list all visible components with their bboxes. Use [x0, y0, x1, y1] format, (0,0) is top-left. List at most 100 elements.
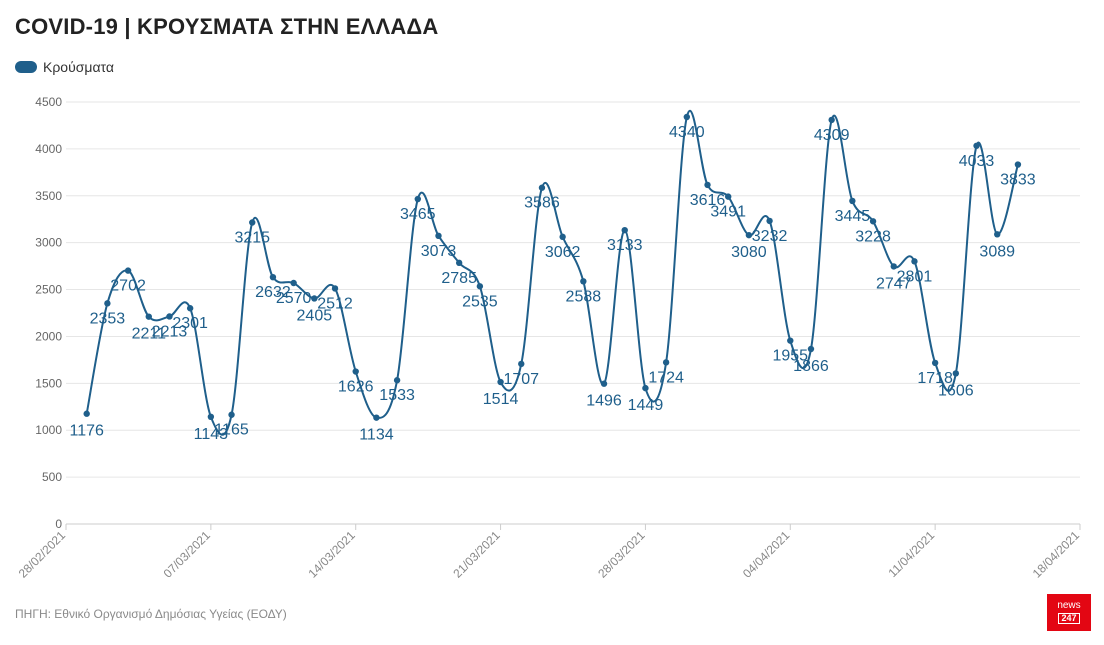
data-label: 2588: [566, 288, 602, 305]
data-point: [435, 232, 442, 240]
data-label: 3586: [524, 195, 560, 212]
data-point: [642, 384, 649, 392]
data-point: [994, 231, 1001, 238]
data-label: 2405: [297, 307, 333, 324]
data-point: [290, 279, 297, 287]
y-tick-label: 4500: [35, 95, 62, 109]
legend-swatch: [15, 61, 37, 73]
x-tick-label: 04/04/2021: [740, 528, 793, 581]
data-label: 4309: [814, 127, 850, 144]
data-label: 3073: [421, 243, 457, 260]
data-point: [352, 368, 359, 375]
data-label: 1449: [628, 397, 664, 414]
data-point: [580, 278, 587, 285]
data-label: 2747: [876, 275, 912, 292]
data-point: [331, 285, 339, 292]
data-point: [124, 267, 132, 274]
data-point: [186, 305, 194, 312]
data-label: 2213: [152, 323, 188, 340]
data-point: [787, 337, 794, 344]
data-point: [621, 226, 628, 234]
data-point: [1014, 161, 1022, 168]
data-point: [683, 113, 691, 121]
data-label: 3232: [752, 228, 788, 245]
data-point: [207, 413, 215, 421]
data-point: [166, 313, 173, 320]
news247-logo: news 247: [1047, 594, 1091, 631]
data-point: [228, 411, 235, 418]
data-label: 1143: [194, 426, 229, 443]
data-point: [766, 217, 773, 225]
y-tick-label: 2000: [35, 329, 62, 343]
x-tick-label: 07/03/2021: [161, 528, 214, 581]
data-label: 1626: [338, 379, 374, 396]
data-point: [807, 345, 815, 353]
data-point: [911, 258, 918, 265]
data-label: 2353: [90, 310, 126, 327]
x-tick-label: 28/03/2021: [595, 528, 648, 581]
data-label: 4033: [959, 153, 995, 170]
y-tick-label: 1500: [35, 376, 62, 390]
data-point: [849, 197, 856, 205]
data-label: 4340: [669, 124, 705, 141]
data-label: 2702: [110, 278, 146, 295]
data-label: 1533: [379, 387, 415, 404]
legend[interactable]: Κρούσματα: [15, 59, 114, 75]
y-tick-label: 3500: [35, 189, 62, 203]
series-line: [85, 109, 1019, 436]
data-point: [725, 193, 732, 200]
data-point: [414, 195, 421, 203]
data-point: [145, 313, 152, 320]
logo-text-news: news: [1057, 600, 1081, 611]
data-label: 3445: [835, 208, 871, 225]
source-note: ΠΗΓΗ: Εθνικό Οργανισμό Δημόσιας Υγείας (…: [15, 607, 287, 621]
data-point: [518, 360, 525, 368]
data-label: 1955: [772, 348, 808, 365]
y-tick-label: 2500: [35, 283, 62, 297]
data-label: 1514: [483, 391, 519, 408]
data-label: 2512: [317, 295, 353, 312]
data-label: 2301: [172, 315, 208, 332]
data-label: 2211: [132, 326, 167, 343]
data-label: 1724: [648, 369, 684, 386]
y-tick-label: 3000: [35, 236, 62, 250]
data-point: [476, 283, 484, 290]
data-label: 1606: [938, 382, 974, 399]
data-point: [83, 410, 90, 417]
legend-label: Κρούσματα: [43, 59, 114, 75]
data-label: 1718: [917, 370, 953, 387]
data-point: [559, 233, 566, 241]
data-point: [311, 295, 318, 302]
data-label: 3215: [234, 230, 270, 247]
data-point: [973, 142, 980, 149]
data-point: [373, 414, 380, 421]
data-label: 2785: [441, 270, 477, 287]
data-label: 3228: [855, 228, 891, 245]
data-label: 2632: [255, 284, 291, 301]
chart-title: COVID-19 | ΚΡΟΥΣΜΑΤΑ ΣΤΗΝ ΕΛΛΑΔΑ: [15, 14, 439, 39]
data-label: 1707: [503, 371, 539, 388]
x-tick-label: 11/04/2021: [886, 528, 938, 580]
data-label: 2570: [276, 290, 312, 307]
data-label: 3062: [545, 244, 581, 261]
x-tick-label: 14/03/2021: [305, 528, 358, 581]
data-label: 2801: [897, 268, 933, 285]
data-point: [393, 377, 401, 384]
data-label: 3616: [690, 192, 726, 209]
data-point: [249, 219, 256, 226]
data-label: 3089: [979, 243, 1015, 260]
y-tick-label: 0: [55, 517, 62, 531]
y-tick-label: 4000: [35, 142, 62, 156]
data-label: 3465: [400, 206, 436, 223]
y-tick-label: 500: [42, 470, 62, 484]
data-point: [931, 359, 939, 367]
data-point: [952, 370, 960, 377]
x-tick-label: 21/03/2021: [450, 528, 503, 581]
data-label: 1165: [214, 422, 249, 439]
y-tick-label: 1000: [35, 423, 62, 437]
data-point: [455, 259, 463, 267]
data-label: 3833: [1000, 172, 1036, 189]
data-point: [704, 181, 711, 189]
data-label: 1134: [359, 427, 394, 444]
